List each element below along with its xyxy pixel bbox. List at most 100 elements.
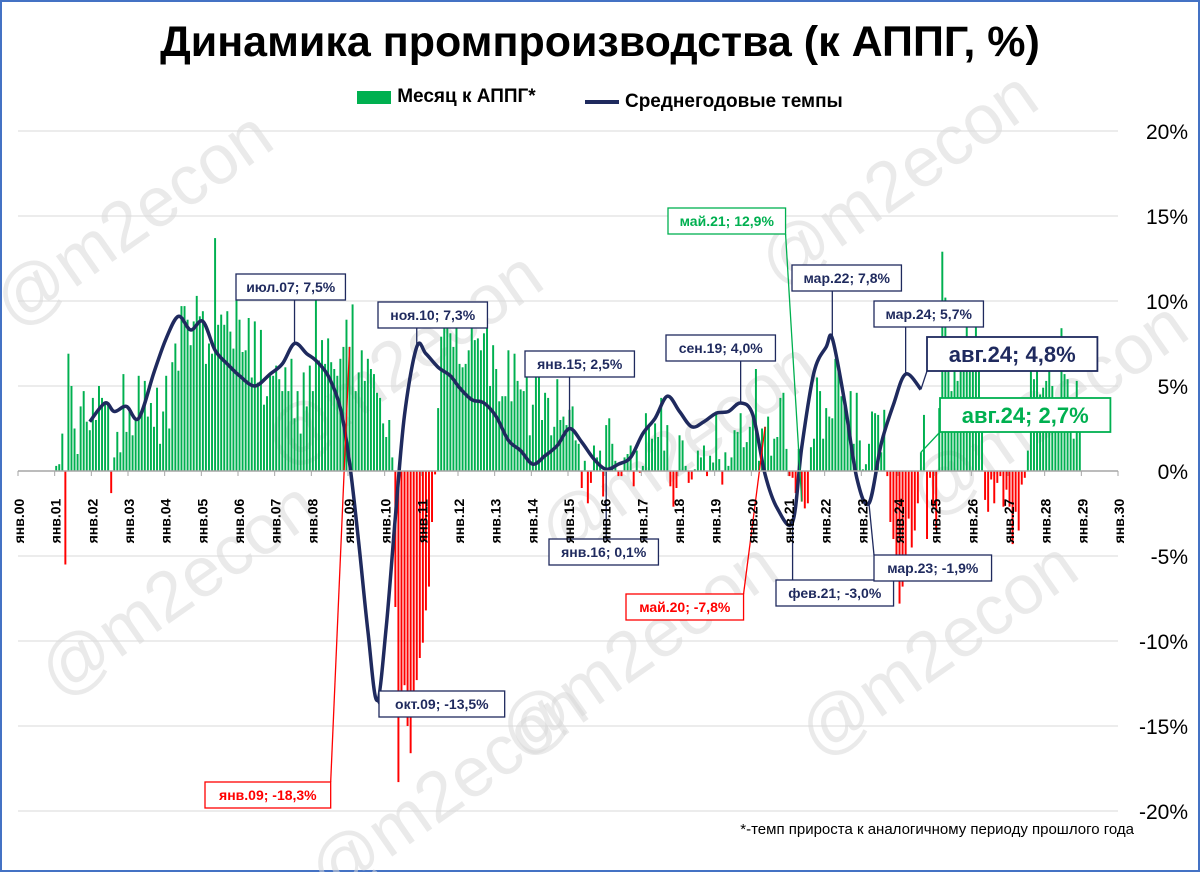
- bar-75: [284, 367, 287, 471]
- bar-164: [556, 379, 559, 471]
- bar-212: [702, 445, 705, 471]
- bar-315: [1017, 471, 1020, 531]
- x-tick-label-5: янв.05: [194, 498, 210, 543]
- bar-234: [770, 455, 773, 471]
- bar-143: [492, 345, 495, 471]
- bar-23: [125, 431, 128, 471]
- annotation-box-1: [204, 781, 332, 809]
- x-tick-label-15: янв.15: [561, 498, 577, 543]
- bar-145: [498, 401, 501, 471]
- bar-17: [107, 403, 110, 471]
- bar-20: [116, 431, 119, 471]
- x-tick-label-21: янв.21: [781, 498, 797, 543]
- bar-309: [999, 471, 1002, 477]
- bar-96: [348, 346, 351, 471]
- bar-45: [192, 321, 195, 471]
- bar-55: [223, 324, 226, 471]
- bar-42: [183, 306, 186, 471]
- bar-139: [479, 350, 482, 471]
- bar-196: [654, 423, 657, 471]
- y-tick-label-4: 0%: [1158, 461, 1188, 484]
- bar-76: [287, 391, 290, 471]
- bar-13: [94, 420, 97, 471]
- bar-235: [773, 438, 776, 471]
- bar-197: [657, 437, 660, 471]
- bar-244: [800, 471, 803, 502]
- bar-11: [88, 430, 91, 471]
- bar-101: [363, 380, 366, 471]
- annotation-box-11: [378, 690, 506, 718]
- bar-62: [244, 350, 247, 471]
- bar-241: [791, 471, 794, 478]
- bar-9: [82, 391, 85, 471]
- bar-123: [431, 471, 434, 522]
- bar-335: [1078, 425, 1081, 471]
- bar-332: [1069, 414, 1072, 471]
- bar-28: [140, 411, 143, 471]
- bar-317: [1023, 471, 1026, 478]
- bar-233: [767, 416, 770, 471]
- bar-219: [724, 452, 727, 471]
- bar-89: [327, 338, 330, 471]
- bar-137: [473, 340, 476, 471]
- bar-263: [858, 440, 861, 471]
- bar-53: [217, 324, 220, 471]
- bar-200: [666, 425, 669, 471]
- bar-19: [113, 457, 116, 471]
- bar-251: [822, 438, 825, 471]
- x-tick-label-24: янв.24: [891, 498, 907, 543]
- bar-256: [837, 367, 840, 471]
- bar-124: [434, 471, 437, 475]
- bar-95: [345, 319, 348, 471]
- bar-189: [632, 471, 635, 487]
- bar-228: [751, 413, 754, 471]
- bar-310: [1002, 471, 1005, 507]
- bar-48: [201, 311, 204, 471]
- bar-307: [993, 471, 996, 504]
- bar-46: [195, 295, 198, 471]
- bar-167: [565, 425, 568, 471]
- watermark-0: @m2econ: [0, 95, 286, 342]
- bar-253: [828, 416, 831, 471]
- bar-191: [638, 471, 641, 473]
- bar-47: [198, 316, 201, 471]
- bar-266: [867, 443, 870, 471]
- x-tick-label-13: янв.13: [488, 498, 504, 543]
- x-tick-label-8: янв.08: [304, 498, 320, 543]
- bar-273: [889, 471, 892, 522]
- bar-154: [525, 377, 528, 471]
- bar-119: [418, 471, 421, 658]
- chart-legend: Месяц к АППГ* Среднегодовые темпы: [0, 86, 1200, 113]
- bar-264: [861, 469, 864, 471]
- bar-281: [913, 471, 916, 531]
- y-tick-label-0: 20%: [1146, 121, 1188, 144]
- bar-116: [409, 471, 412, 754]
- bar-88: [324, 363, 327, 471]
- bar-31: [149, 403, 152, 471]
- axis-layer: 20% 15% 10% 5% 0% -5% -10% -15% -20% янв.00 янв.01…: [11, 121, 1188, 824]
- bar-132: [458, 363, 461, 471]
- bar-100: [360, 350, 363, 471]
- bar-97: [351, 304, 354, 471]
- bar-225: [742, 447, 745, 471]
- bar-37: [168, 428, 171, 471]
- x-tick-label-4: янв.04: [158, 498, 174, 543]
- bar-80: [299, 433, 302, 471]
- bar-92: [336, 375, 339, 471]
- bar-199: [663, 450, 666, 471]
- bar-106: [379, 397, 382, 471]
- annotation-box-14: [873, 554, 993, 582]
- bar-153: [522, 391, 525, 471]
- x-tick-label-0: янв.00: [11, 498, 27, 543]
- bar-65: [253, 321, 256, 471]
- bar-79: [296, 391, 299, 471]
- annotation-label-0: май.21; 12,9%: [680, 213, 775, 229]
- bar-86: [317, 360, 320, 471]
- bar-91: [333, 369, 336, 471]
- bar-159: [541, 420, 544, 471]
- x-tick-label-17: янв.17: [634, 498, 650, 543]
- bar-51: [211, 353, 214, 471]
- annotation-box-13: [775, 579, 895, 607]
- bar-288: [935, 471, 938, 531]
- bar-131: [455, 311, 458, 471]
